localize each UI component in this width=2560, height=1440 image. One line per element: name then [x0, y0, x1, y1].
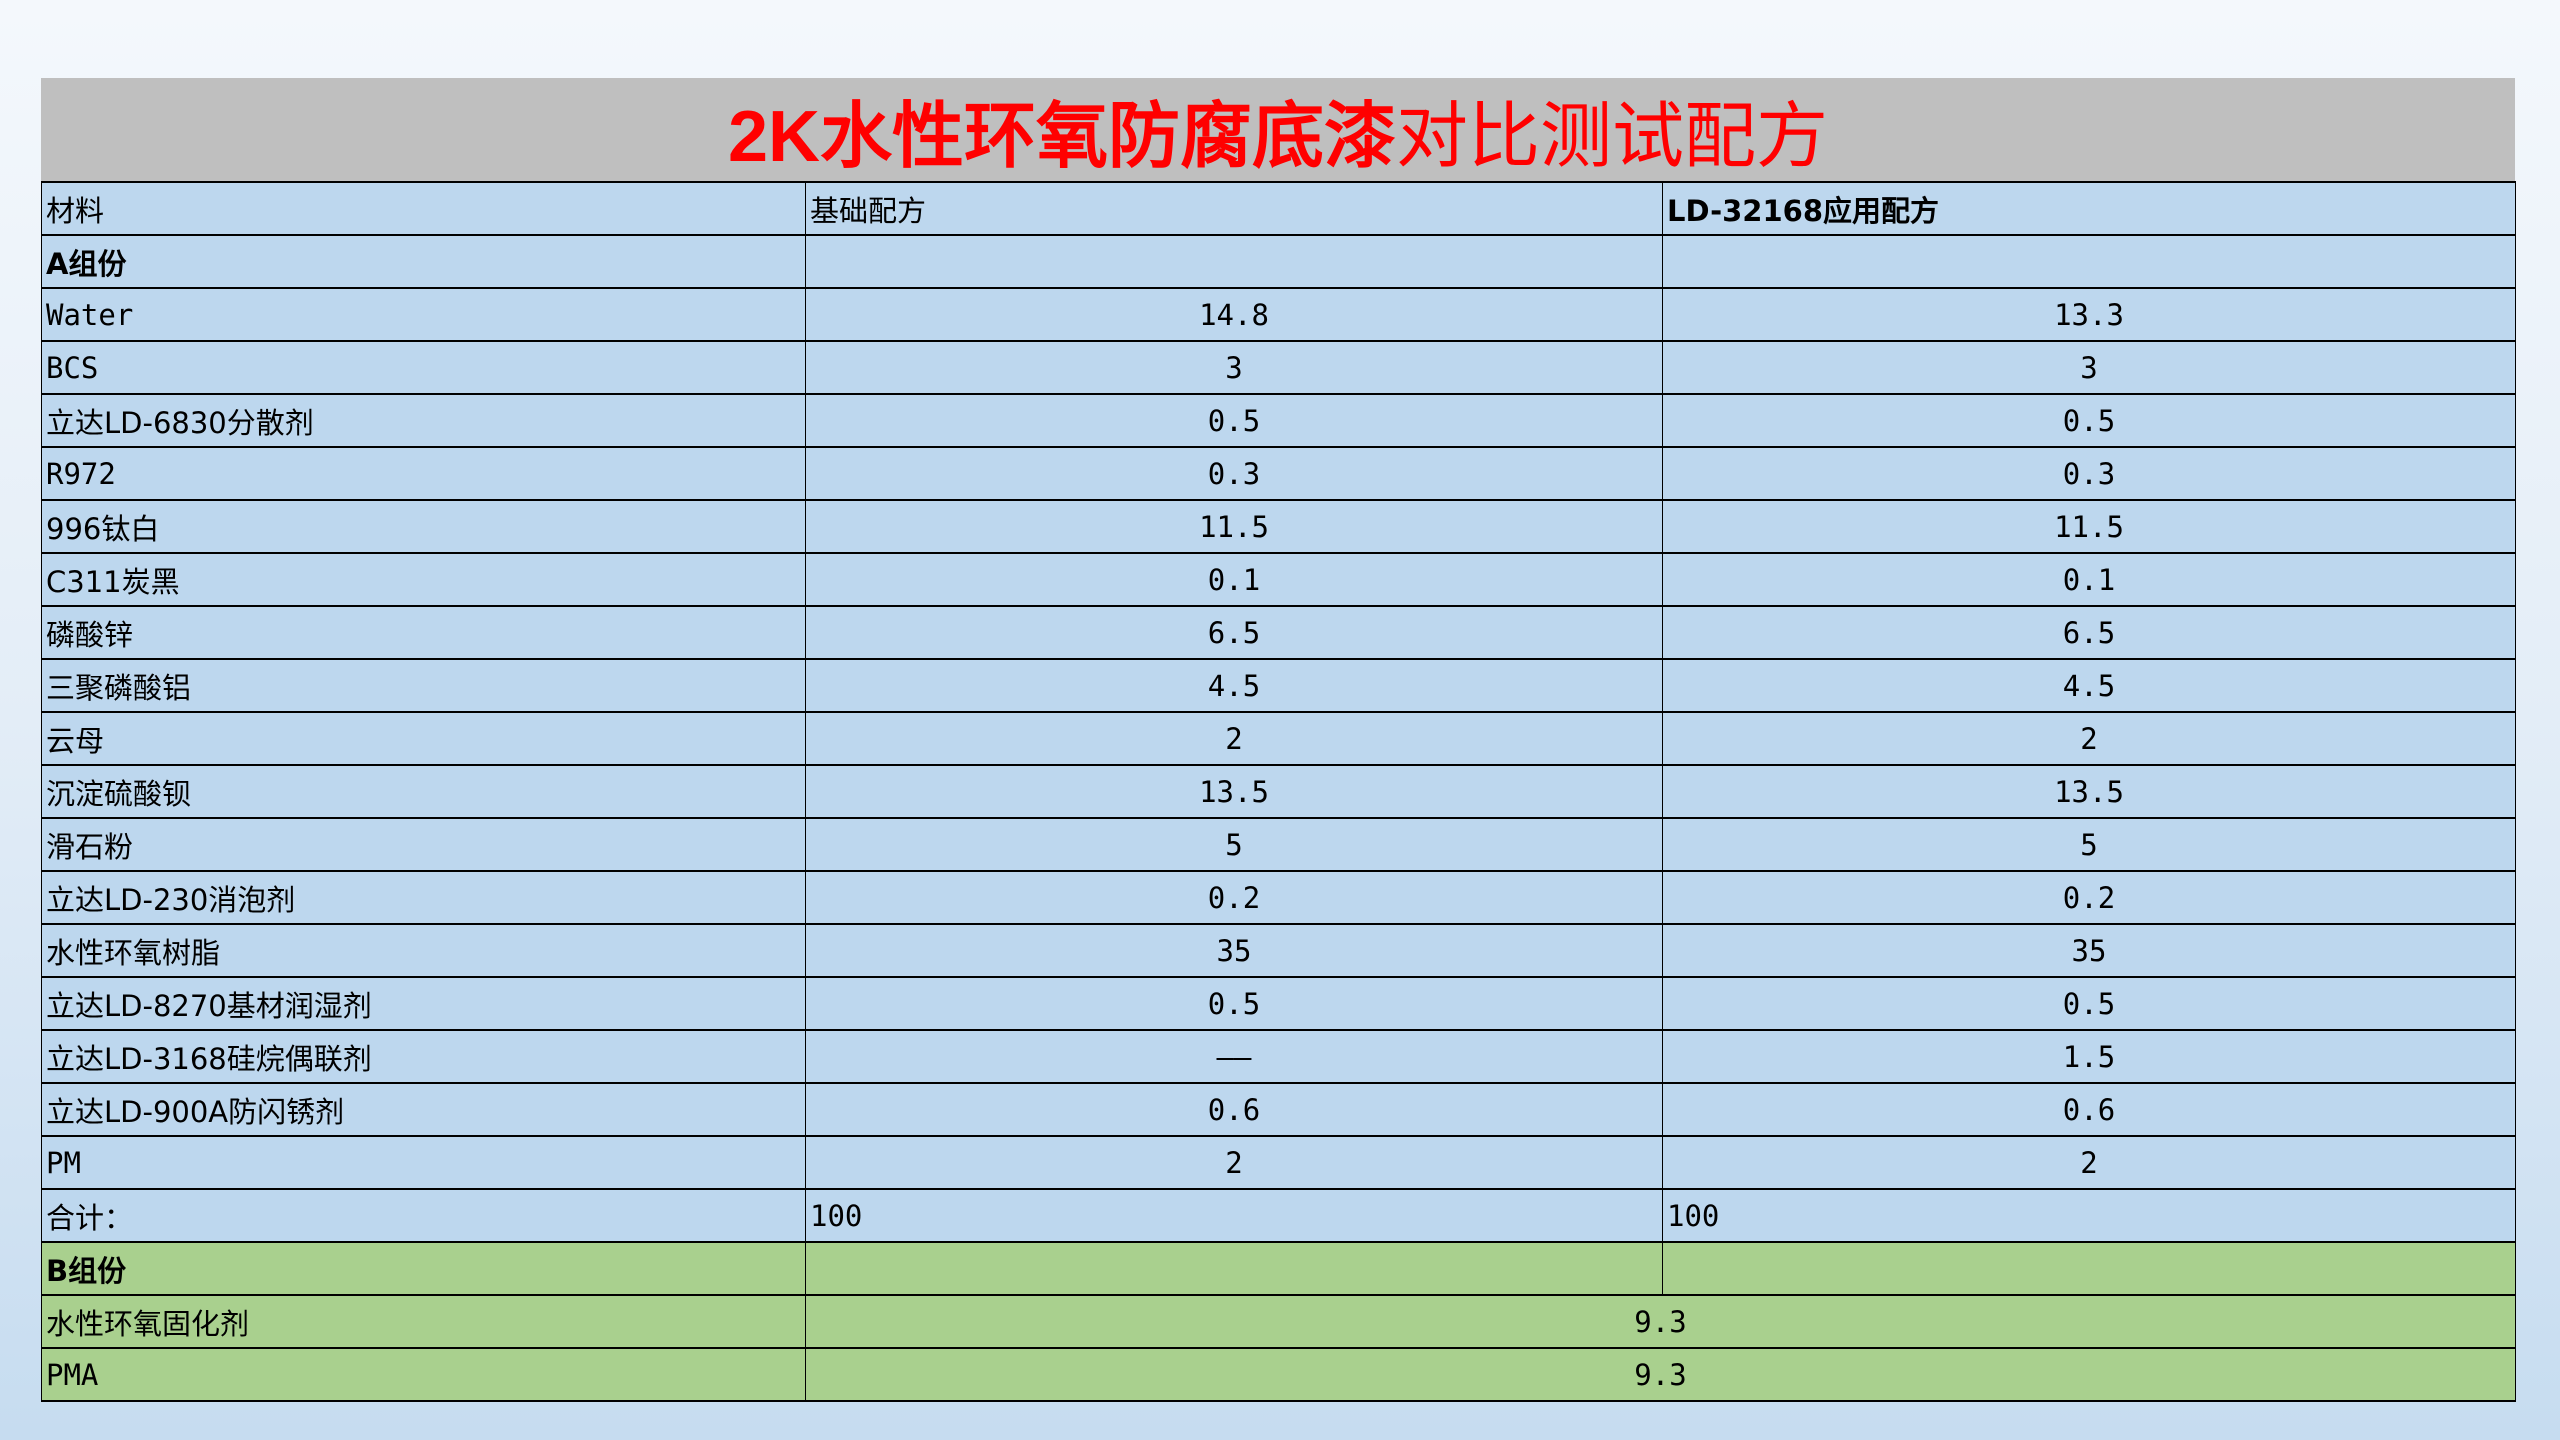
material-name: PM — [41, 1135, 806, 1190]
merged-value: 9.3 — [805, 1294, 2516, 1349]
application-value: 2 — [1662, 1135, 2516, 1190]
application-value: 35 — [1662, 923, 2516, 978]
base-value: 6.5 — [805, 605, 1663, 660]
material-name: 三聚磷酸铝 — [41, 658, 806, 713]
material-name: 沉淀硫酸钡 — [41, 764, 806, 819]
table-row: 立达LD-230消泡剂 0.2 0.2 — [41, 870, 2516, 925]
material-name: 996钛白 — [41, 499, 806, 554]
base-value: 4.5 — [805, 658, 1663, 713]
table-row: 立达LD-3168硅烷偶联剂 —— 1.5 — [41, 1029, 2516, 1084]
material-name: C311炭黑 — [41, 552, 806, 607]
table-row: 云母 2 2 — [41, 711, 2516, 766]
base-value: 0.3 — [805, 446, 1663, 501]
application-value: 1.5 — [1662, 1029, 2516, 1084]
application-value: 0.5 — [1662, 976, 2516, 1031]
table-row: PMA 9.3 — [41, 1347, 2516, 1402]
table-row: 磷酸锌 6.5 6.5 — [41, 605, 2516, 660]
application-value: 4.5 — [1662, 658, 2516, 713]
material-name: 立达LD-3168硅烷偶联剂 — [41, 1029, 806, 1084]
material-name: R972 — [41, 446, 806, 501]
material-name: 云母 — [41, 711, 806, 766]
base-value: 3 — [805, 340, 1663, 395]
application-value: 3 — [1662, 340, 2516, 395]
base-value: 0.6 — [805, 1082, 1663, 1137]
application-value: 0.2 — [1662, 870, 2516, 925]
application-value: 5 — [1662, 817, 2516, 872]
table-row: 水性环氧固化剂 9.3 — [41, 1294, 2516, 1349]
section-a-row: A组份 — [41, 234, 2516, 289]
material-name: BCS — [41, 340, 806, 395]
table-row: 沉淀硫酸钡 13.5 13.5 — [41, 764, 2516, 819]
table-row: 滑石粉 5 5 — [41, 817, 2516, 872]
page-title: 2K水性环氧防腐底漆 对比测试配方 — [41, 78, 2515, 181]
merged-value: 9.3 — [805, 1347, 2516, 1402]
section-b-label: B组份 — [41, 1241, 806, 1296]
base-value: 11.5 — [805, 499, 1663, 554]
material-name: 水性环氧树脂 — [41, 923, 806, 978]
total-base: 100 — [805, 1188, 1663, 1243]
table-row: BCS 3 3 — [41, 340, 2516, 395]
table-row: C311炭黑 0.1 0.1 — [41, 552, 2516, 607]
material-name: 立达LD-8270基材润湿剂 — [41, 976, 806, 1031]
application-value: 11.5 — [1662, 499, 2516, 554]
empty-cell — [805, 234, 1663, 289]
table-row: 立达LD-6830分散剂 0.5 0.5 — [41, 393, 2516, 448]
table-row: R972 0.3 0.3 — [41, 446, 2516, 501]
section-a-label: A组份 — [41, 234, 806, 289]
material-name: 滑石粉 — [41, 817, 806, 872]
base-value: 0.5 — [805, 393, 1663, 448]
material-name: Water — [41, 287, 806, 342]
total-row: 合计： 100 100 — [41, 1188, 2516, 1243]
material-name: 水性环氧固化剂 — [41, 1294, 806, 1349]
section-b-row: B组份 — [41, 1241, 2516, 1296]
header-material: 材料 — [41, 181, 806, 236]
base-value: 13.5 — [805, 764, 1663, 819]
table-row: 996钛白 11.5 11.5 — [41, 499, 2516, 554]
header-row: 材料 基础配方 LD-32168应用配方 — [41, 181, 2516, 236]
application-value: 13.5 — [1662, 764, 2516, 819]
empty-cell — [805, 1241, 1663, 1296]
empty-cell — [1662, 1241, 2516, 1296]
header-base: 基础配方 — [805, 181, 1663, 236]
application-value: 6.5 — [1662, 605, 2516, 660]
application-value: 0.6 — [1662, 1082, 2516, 1137]
base-value: 2 — [805, 711, 1663, 766]
base-value: 5 — [805, 817, 1663, 872]
material-name: 磷酸锌 — [41, 605, 806, 660]
base-value: 35 — [805, 923, 1663, 978]
application-value: 0.1 — [1662, 552, 2516, 607]
table-row: 三聚磷酸铝 4.5 4.5 — [41, 658, 2516, 713]
table-row: 立达LD-900A防闪锈剂 0.6 0.6 — [41, 1082, 2516, 1137]
table-row: 立达LD-8270基材润湿剂 0.5 0.5 — [41, 976, 2516, 1031]
total-application: 100 — [1662, 1188, 2516, 1243]
application-value: 0.5 — [1662, 393, 2516, 448]
material-name: 立达LD-6830分散剂 — [41, 393, 806, 448]
material-name: 立达LD-900A防闪锈剂 — [41, 1082, 806, 1137]
application-value: 13.3 — [1662, 287, 2516, 342]
base-value: 0.2 — [805, 870, 1663, 925]
table-row: PM 2 2 — [41, 1135, 2516, 1190]
table-row: Water 14.8 13.3 — [41, 287, 2516, 342]
base-value: 14.8 — [805, 287, 1663, 342]
application-value: 2 — [1662, 711, 2516, 766]
base-value: —— — [805, 1029, 1663, 1084]
base-value: 0.5 — [805, 976, 1663, 1031]
application-value: 0.3 — [1662, 446, 2516, 501]
total-label: 合计： — [41, 1188, 806, 1243]
material-name: PMA — [41, 1347, 806, 1402]
formula-table: 材料 基础配方 LD-32168应用配方 A组份 Water 14.8 13.3 BC… — [41, 181, 2516, 1402]
title-bold: 2K水性环氧防腐底漆 — [727, 97, 1397, 177]
title-normal: 对比测试配方 — [1396, 94, 1829, 178]
empty-cell — [1662, 234, 2516, 289]
header-application: LD-32168应用配方 — [1662, 181, 2516, 236]
base-value: 2 — [805, 1135, 1663, 1190]
base-value: 0.1 — [805, 552, 1663, 607]
table-row: 水性环氧树脂 35 35 — [41, 923, 2516, 978]
material-name: 立达LD-230消泡剂 — [41, 870, 806, 925]
